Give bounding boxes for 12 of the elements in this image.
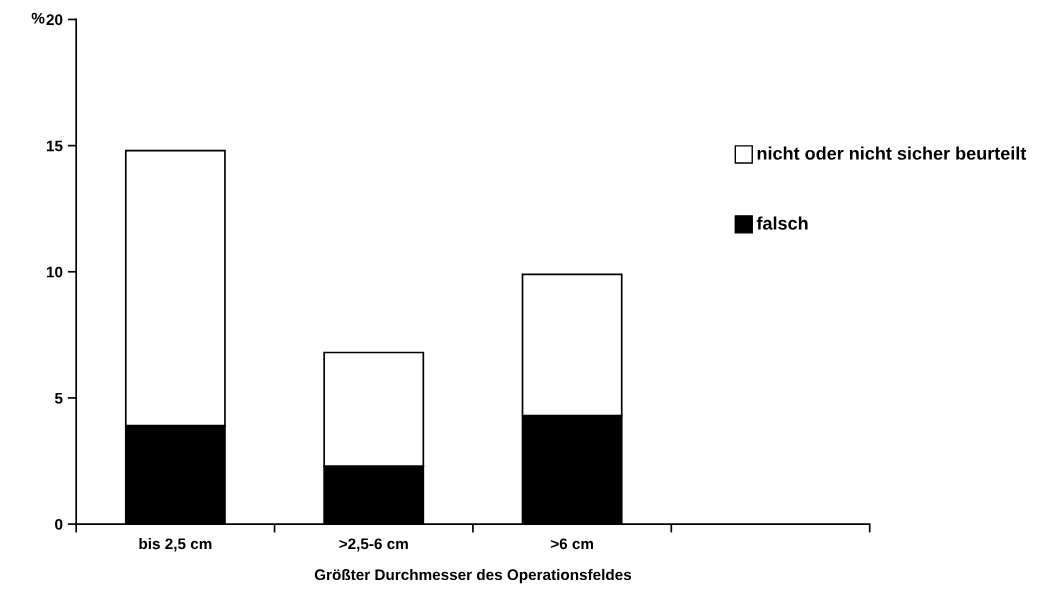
- y-tick-label: 20: [46, 14, 63, 26]
- x-tick-label: bis 2,5 cm: [139, 537, 212, 552]
- y-tick-label: 5: [54, 392, 63, 404]
- y-tick-label: 15: [46, 140, 63, 152]
- legend-label: nicht oder nicht sicher beurteilt: [757, 146, 1027, 160]
- y-axis-title: %: [31, 12, 45, 24]
- legend-label: falsch: [756, 216, 808, 230]
- y-tick-label: 10: [46, 266, 63, 278]
- x-axis-title: Größter Durchmesser des Operationsfeldes: [314, 568, 632, 584]
- x-tick-label: >6 cm: [550, 538, 594, 550]
- y-tick-label: 0: [55, 518, 63, 530]
- x-tick-label: >2,5-6 cm: [339, 538, 408, 552]
